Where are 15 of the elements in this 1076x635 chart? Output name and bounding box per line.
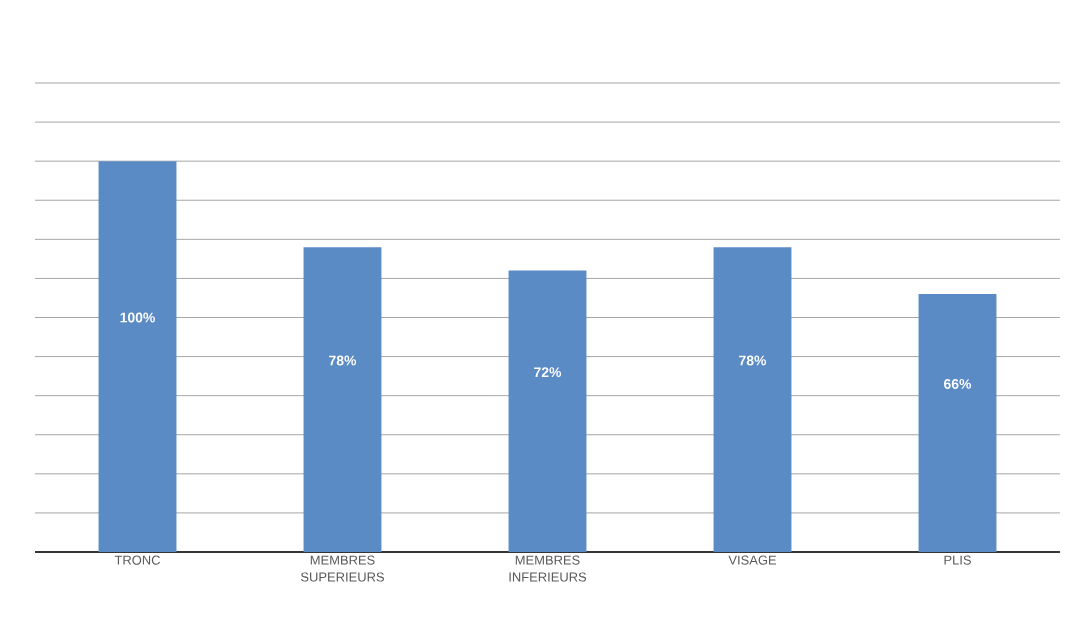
bar [98,161,177,552]
data-label: 78% [739,355,767,366]
data-label: 78% [329,355,357,366]
bar [918,294,997,552]
data-label: 66% [944,378,972,389]
data-label: 100% [120,312,155,323]
x-tick-label: TRONC [114,555,161,565]
x-tick-label: MEMBRES SUPERIEURS [300,555,384,582]
data-label: 72% [534,367,562,378]
x-tick-label: MEMBRES INFERIEURS [509,555,587,582]
bar [508,270,587,552]
bar [303,247,382,552]
x-tick-label: PLIS [944,555,971,565]
bar [713,247,792,552]
x-tick-label: VISAGE [728,555,777,565]
